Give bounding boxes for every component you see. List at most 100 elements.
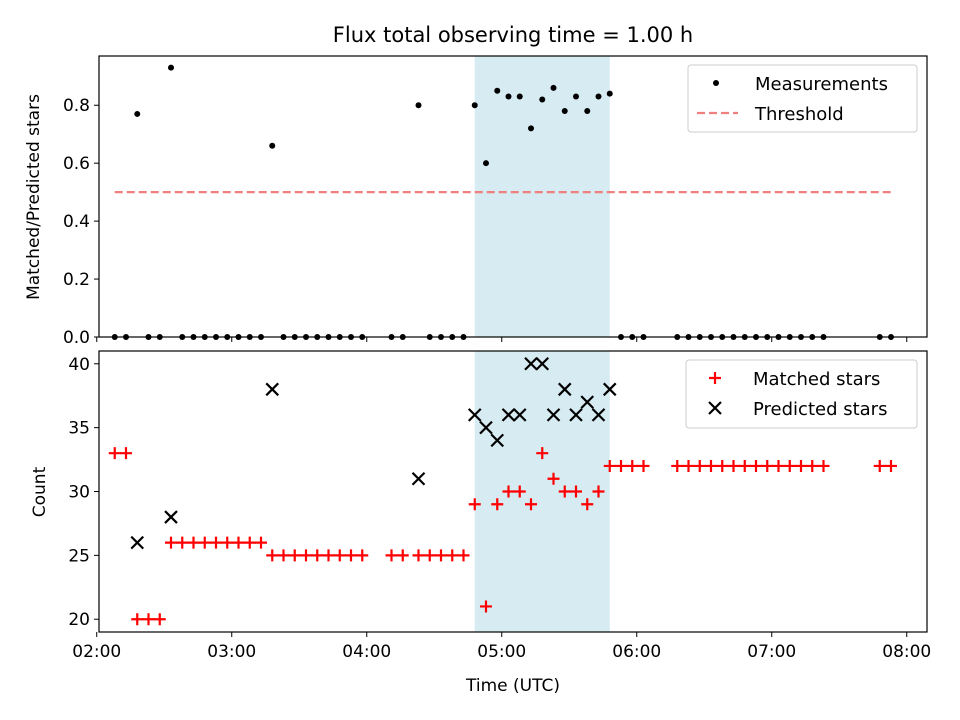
matched-star-point	[581, 498, 594, 511]
bottom-plot-area	[108, 356, 897, 626]
bottom-legend: Matched stars Predicted stars	[685, 359, 918, 429]
y-tick-label: 40	[68, 355, 90, 375]
matched-star-point	[761, 459, 774, 472]
x-tick-label: 03:00	[207, 642, 256, 662]
matched-star-point	[513, 485, 526, 498]
matched-star-point	[396, 549, 409, 562]
matched-star-point	[626, 459, 639, 472]
predicted-star-point	[535, 356, 550, 371]
matched-star-point	[187, 536, 200, 549]
measurement-point	[606, 90, 613, 97]
matched-star-point	[412, 549, 425, 562]
bottom-highlight-span	[474, 351, 610, 632]
matched-star-point	[266, 549, 279, 562]
matched-star-point	[322, 549, 335, 562]
bottom-y-axis-label: Count	[30, 466, 50, 517]
matched-star-point	[806, 459, 819, 472]
matched-star-point	[243, 536, 256, 549]
x-tick-label: 07:00	[747, 642, 796, 662]
x-tick-label: 06:00	[612, 642, 661, 662]
top-panel: 0.00.20.40.60.8 Matched/Predicted stars …	[24, 55, 928, 348]
matched-star-point	[468, 498, 481, 511]
matched-star-point	[592, 485, 605, 498]
matched-star-point	[288, 549, 301, 562]
matched-star-point	[300, 549, 312, 562]
matched-star-point	[480, 600, 492, 613]
matched-star-point	[385, 549, 398, 562]
bottom-panel: 20 25 30 35 40 02:00 03:00 04:00 05:00 06:00 07:0…	[30, 350, 931, 696]
matched-star-point	[615, 459, 627, 472]
matched-star-point	[682, 459, 695, 472]
top-x-ticks	[96, 337, 908, 342]
predicted-star-point	[569, 408, 583, 422]
matched-star-point	[165, 536, 177, 549]
measurement-point	[528, 125, 534, 132]
matched-star-point	[750, 459, 762, 472]
top-highlight-span	[474, 56, 610, 337]
legend-label-matched: Matched stars	[753, 369, 880, 390]
legend-label-measurements: Measurements	[755, 74, 888, 95]
x-tick-label: 08:00	[882, 642, 931, 662]
matched-star-point	[637, 459, 650, 472]
legend-measurement-marker	[713, 80, 719, 86]
matched-star-point	[693, 459, 706, 472]
predicted-star-point	[490, 433, 505, 448]
legend-matched-marker	[709, 372, 721, 384]
bottom-axes-frame	[98, 350, 928, 633]
matched-star-point	[120, 447, 132, 460]
measurement-point	[269, 142, 276, 149]
matched-star-point	[536, 447, 549, 460]
top-axes-frame	[98, 55, 928, 338]
predicted-star-point	[265, 382, 280, 397]
top-y-ticks: 0.0 0.2 0.4 0.6 0.8	[63, 96, 99, 348]
bottom-y-ticks: 20 25 30 35 40	[68, 355, 99, 630]
predicted-star-point	[467, 408, 482, 422]
measurement-point	[573, 93, 579, 100]
matched-star-point	[198, 536, 211, 549]
matched-star-point	[108, 447, 121, 460]
matched-star-point	[423, 549, 436, 562]
x-tick-label: 05:00	[477, 642, 526, 662]
predicted-star-point	[512, 408, 527, 422]
matched-star-point	[210, 536, 222, 549]
matched-star-point	[356, 549, 369, 562]
bottom-legend-box	[685, 359, 918, 429]
predicted-star-point	[479, 420, 493, 435]
measurement-point	[550, 84, 557, 91]
matched-star-point	[716, 459, 729, 472]
matched-star-point	[873, 459, 886, 472]
y-tick-label: 20	[68, 610, 90, 630]
predicted-star-point	[524, 356, 538, 371]
matched-star-point	[435, 549, 447, 562]
matched-star-point	[491, 498, 504, 511]
matched-star-point	[525, 498, 537, 511]
measurement-point	[539, 96, 546, 103]
measurement-point	[595, 93, 602, 100]
measurement-point	[494, 87, 501, 94]
matched-star-point	[603, 459, 616, 472]
matched-star-point	[457, 549, 470, 562]
matched-star-point	[885, 459, 897, 472]
matched-star-point	[153, 613, 166, 626]
matched-star-point	[705, 459, 717, 472]
matched-star-point	[221, 536, 234, 549]
bottom-x-axis-label: Time (UTC)	[465, 676, 560, 696]
measurement-point	[168, 64, 174, 71]
matched-star-point	[547, 472, 560, 485]
predicted-star-point	[164, 510, 178, 524]
predicted-star-point	[546, 408, 561, 422]
matched-star-point	[446, 549, 459, 562]
y-tick-label: 30	[68, 483, 90, 503]
measurement-point	[483, 160, 489, 167]
y-tick-label: 35	[68, 419, 90, 439]
y-tick-label: 0.0	[63, 328, 90, 348]
top-y-axis-label: Matched/Predicted stars	[24, 94, 44, 300]
measurement-point	[415, 102, 422, 109]
y-tick-label: 0.8	[63, 96, 90, 116]
predicted-star-point	[557, 382, 572, 397]
x-tick-label: 04:00	[342, 642, 391, 662]
predicted-star-point	[591, 408, 606, 422]
bottom-x-ticks: 02:00 03:00 04:00 05:00 06:00 07:00 08:00	[72, 632, 931, 662]
matched-star-point	[772, 459, 785, 472]
